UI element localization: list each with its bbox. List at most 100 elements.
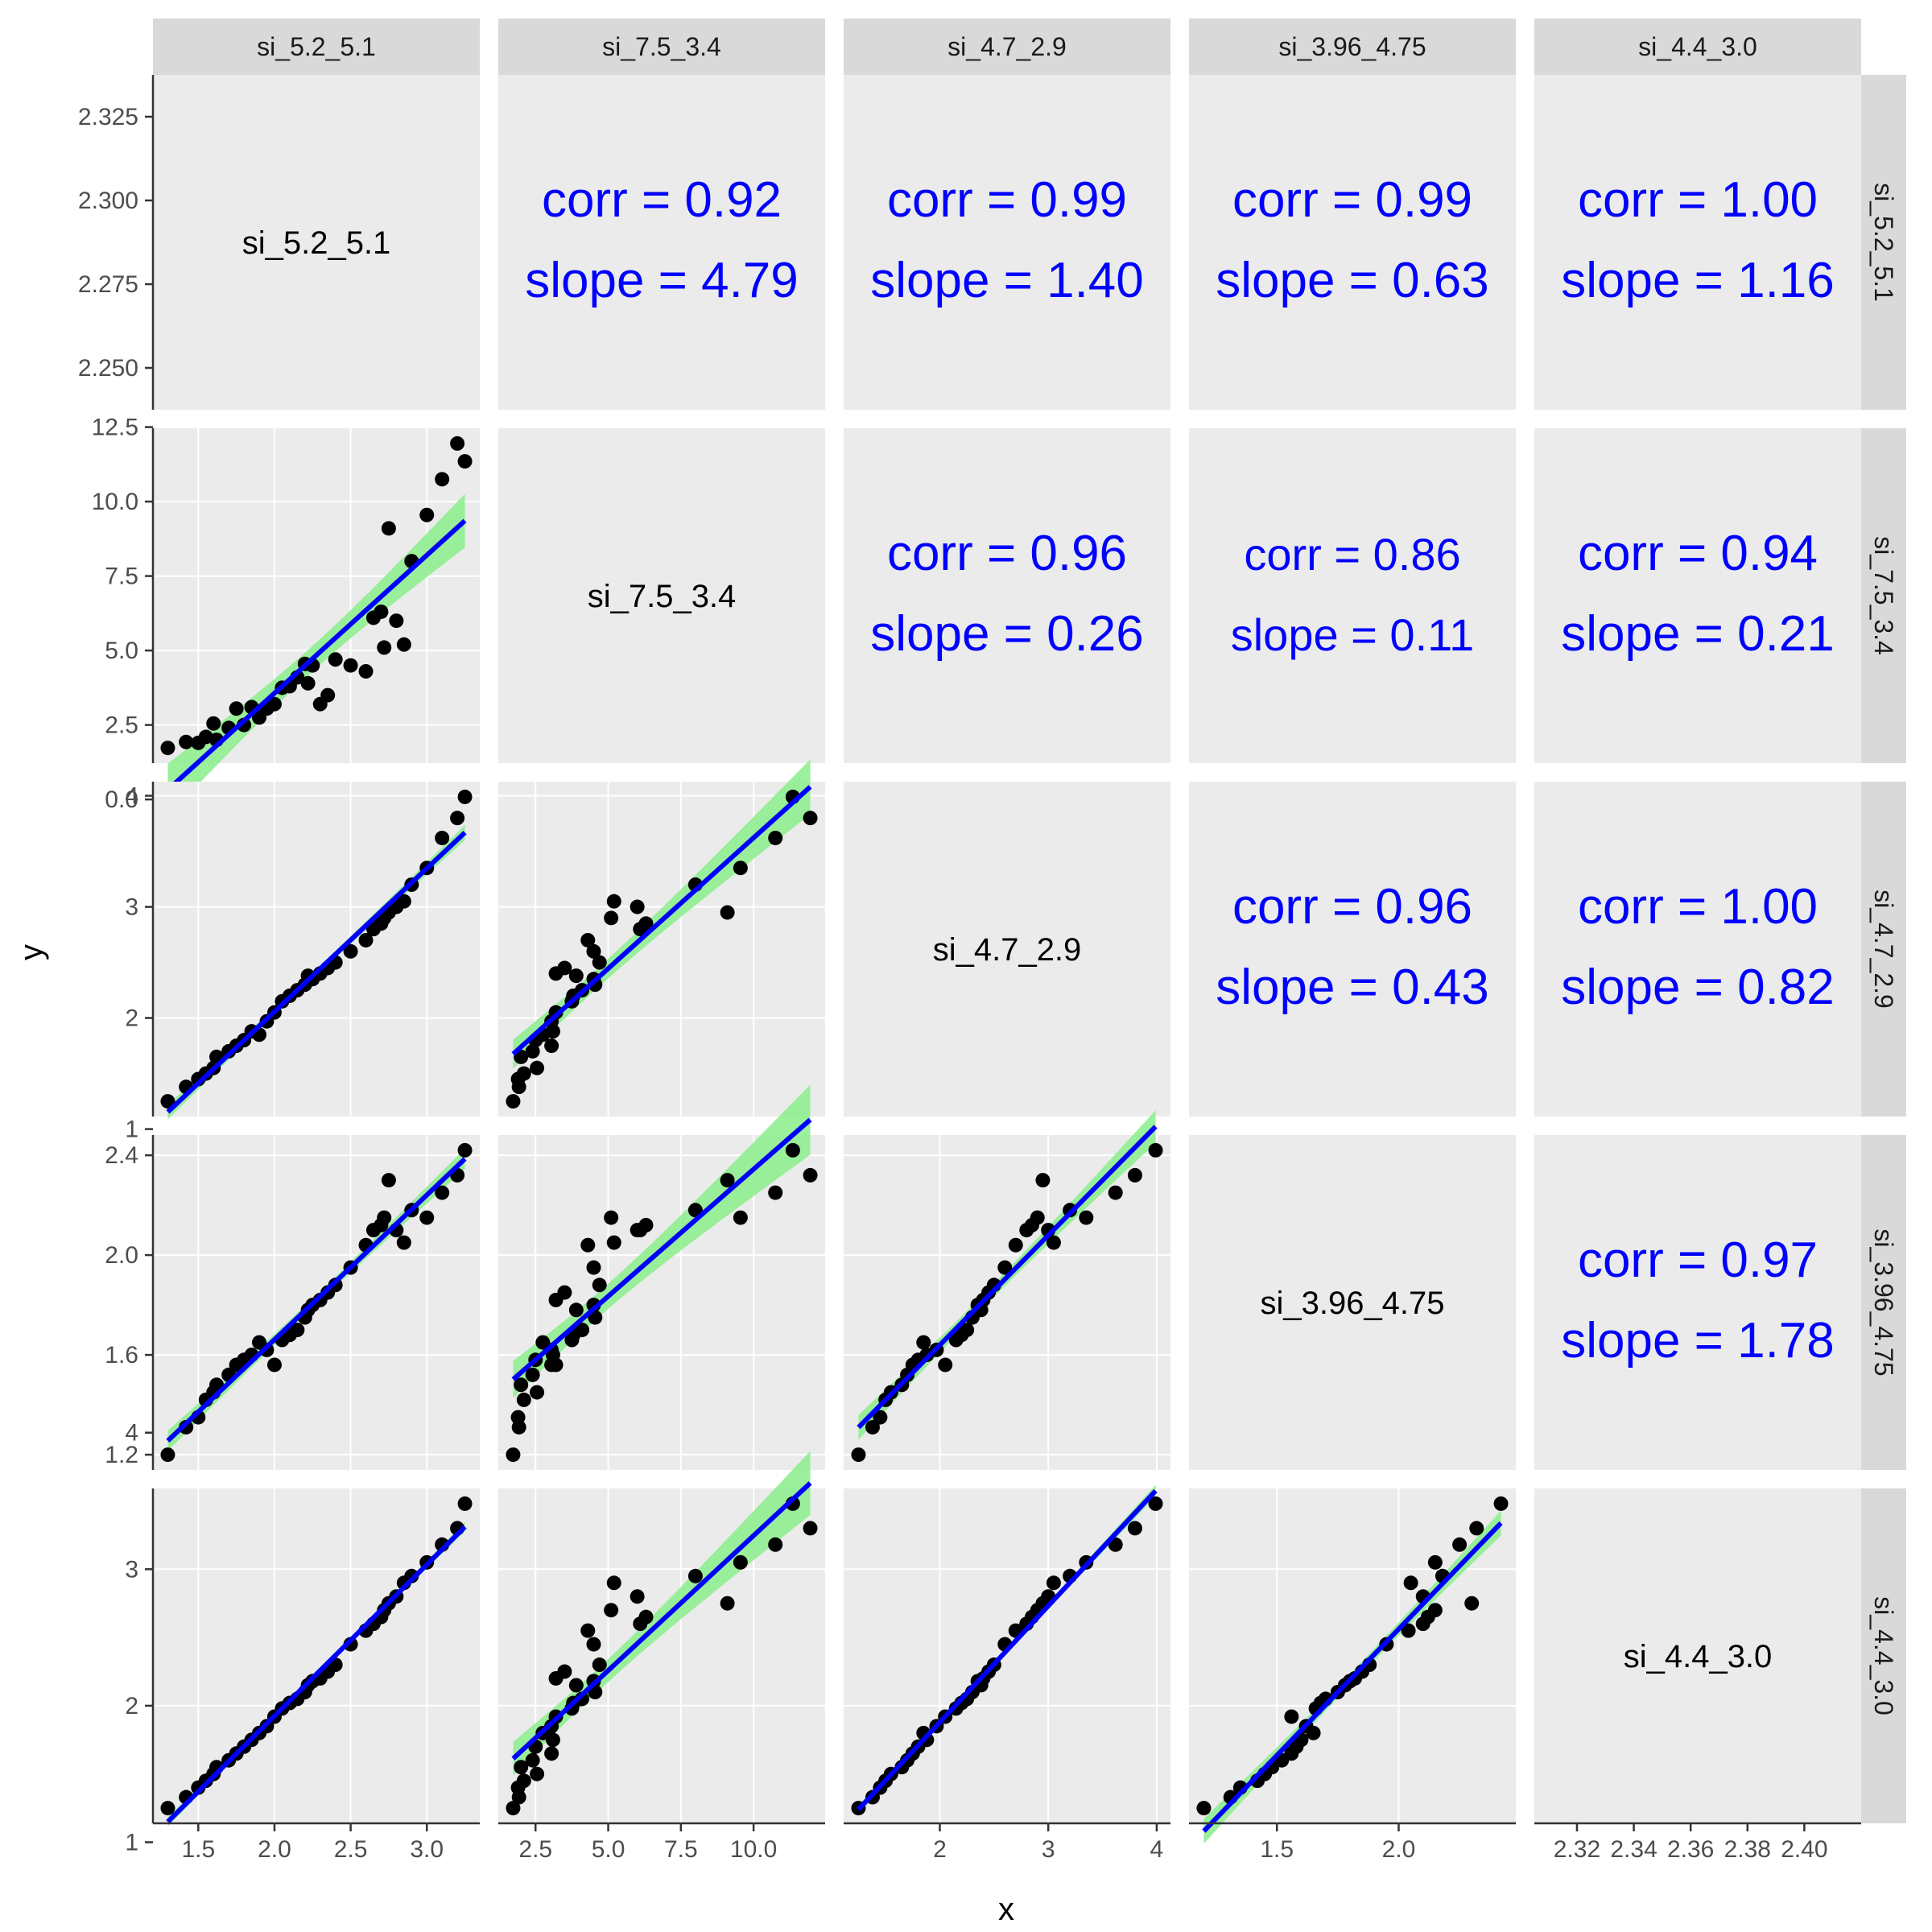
slope-label: slope = 4.79 [525,253,799,308]
x-axis: 1.5 2.0 [1189,1822,1516,1863]
panel-2-4: corr = 1.00 slope = 0.82 [1534,782,1861,1117]
data-point [568,968,584,984]
y-tick-label: 3 [125,1556,138,1583]
panel-background [153,428,480,763]
row-strip-label: si_3.96_4.75 [1869,1228,1898,1376]
column-strip-label: si_4.4_3.0 [1638,32,1757,61]
corr-label: corr = 0.96 [1232,879,1472,935]
corr-label: corr = 1.00 [1578,879,1818,935]
data-point [457,1496,473,1511]
data-point [160,1447,175,1463]
data-point [580,932,596,947]
slope-label: slope = 1.40 [870,253,1144,308]
slope-label: slope = 1.78 [1561,1313,1835,1368]
data-point [506,1094,521,1109]
x-tick-label: 4 [1150,1836,1164,1863]
diagonal-label: si_7.5_3.4 [588,579,737,614]
data-point [1148,1496,1163,1511]
data-point [916,1335,931,1350]
row-strip: si_5.2_5.1 [1861,75,1906,410]
strip-background [153,19,480,75]
y-tick-label: 3 [125,894,138,921]
data-point [851,1447,866,1463]
data-point [638,1609,654,1624]
data-point [1035,1173,1051,1188]
data-point [343,943,358,959]
slope-label: slope = 0.82 [1561,960,1835,1015]
panel-background [1189,1488,1516,1823]
data-point [1284,1709,1299,1724]
data-point [720,1596,735,1611]
corr-label: corr = 0.97 [1578,1232,1818,1288]
panel-background [844,782,1170,1117]
slope-label: slope = 0.21 [1561,606,1835,662]
x-tick-label: 2.0 [1382,1836,1416,1863]
x-tick-label: 5.0 [592,1836,625,1863]
data-point [506,1447,521,1463]
data-point [435,1185,450,1200]
x-axis-title: x [998,1892,1014,1927]
data-point [557,1664,572,1679]
corr-label: corr = 0.99 [887,172,1127,228]
data-point [586,943,601,959]
data-point [592,1278,607,1293]
panel-background [844,75,1170,410]
column-strip-label: si_3.96_4.75 [1278,32,1426,61]
data-point [630,1223,645,1238]
x-axis: 2.5 5.0 7.5 10.0 [498,1822,825,1863]
x-axis: 1.5 2.0 2.5 3.0 [153,1822,480,1863]
y-axis: 4 3 2 1 [125,1420,155,1856]
data-point [580,1237,596,1253]
data-point [604,1210,619,1225]
data-point [803,1167,818,1183]
x-axis: 2 3 4 [844,1822,1170,1863]
data-point [1401,1623,1416,1638]
y-tick-label: 1.6 [105,1342,138,1368]
panel-background [1189,428,1516,763]
data-point [592,1657,607,1673]
strip-background [1861,428,1906,763]
data-point [557,960,572,976]
column-strip-label: si_5.2_5.1 [257,32,376,61]
data-point [419,507,435,522]
data-point [568,1678,584,1693]
data-point [568,1302,584,1318]
y-tick-label: 2.5 [105,712,138,739]
x-tick-label: 2.34 [1610,1836,1657,1863]
data-point [733,1210,748,1225]
data-point [506,1801,521,1816]
data-point [1464,1596,1480,1611]
strip-background [1189,19,1516,75]
panel-background [844,1135,1170,1470]
data-point [1427,1554,1443,1570]
column-strips: si_5.2_5.1 si_7.5_3.4 si_4.7_2.9 si_3.96_4.… [153,19,1861,75]
data-point [768,830,783,845]
data-point [343,658,358,673]
column-strip: si_3.96_4.75 [1189,19,1516,75]
data-point [865,1419,880,1435]
strip-background [498,19,825,75]
y-tick-label: 2 [125,1693,138,1719]
fit-line [166,1525,467,1824]
panel-1-2: corr = 0.96 slope = 0.26 [844,428,1170,763]
panel-background [153,1488,480,1823]
row-strip: si_3.96_4.75 [1861,1135,1906,1470]
row-strip-label: si_4.7_2.9 [1869,890,1898,1009]
data-point [525,1367,540,1382]
data-point [997,1260,1013,1275]
data-point [516,1392,531,1407]
data-point [586,1260,601,1275]
data-point [206,716,221,731]
row-strip: si_4.7_2.9 [1861,782,1906,1117]
panel-background [1534,75,1861,410]
data-point [1127,1521,1142,1536]
confidence-band [513,1084,811,1398]
data-point [606,1235,621,1250]
panel-2-2: si_4.7_2.9 [844,782,1170,1117]
data-point [435,472,450,487]
data-point [530,1766,545,1781]
panel-background [153,782,480,1117]
data-point [435,830,450,845]
x-axes: 1.5 2.0 2.5 3.0 2.5 5.0 7.5 10.0 2 3 4 1.5 2.0 2.32 2.… [153,1822,1861,1863]
data-point [377,1210,392,1225]
